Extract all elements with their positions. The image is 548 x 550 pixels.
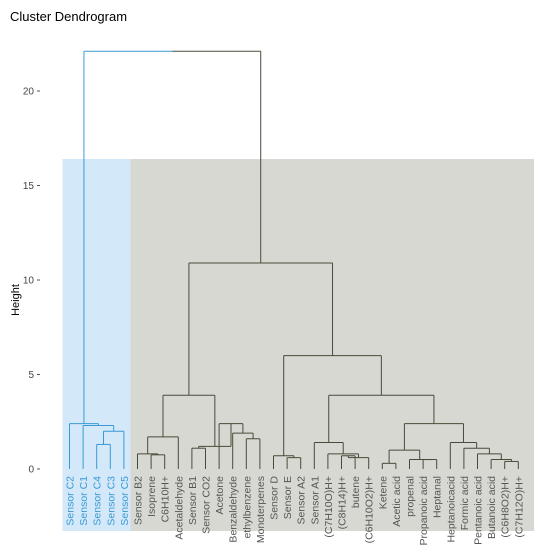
chart-title: Cluster Dendrogram [10, 9, 127, 24]
leaf-label: (C7H12O)H+ [513, 476, 525, 538]
y-tick-label: 15 [23, 181, 35, 192]
leaf-label: Heptanoicacid [445, 476, 457, 543]
leaf-label: (C7H10O)H+ [323, 476, 335, 538]
leaf-label: Sensor A2 [296, 476, 308, 525]
leaf-label: Sensor C5 [119, 476, 131, 526]
leaf-label: Sensor D [269, 476, 281, 520]
leaf-label: Pentanoic acid [473, 476, 485, 545]
leaf-label: Acetone [214, 476, 226, 515]
leaf-label: Sensor A1 [309, 476, 321, 525]
leaf-label: (C6H8O2)H+ [500, 476, 512, 538]
cluster-band-1 [62, 159, 131, 532]
y-tick-label: 0 [28, 465, 34, 476]
leaf-label: Monoterpenes [255, 476, 267, 543]
leaf-label: propenal [405, 476, 417, 517]
leaf-label: Benzaldehyde [228, 476, 240, 543]
leaf-label: Acetic acid [391, 476, 403, 527]
leaf-label: Heptanal [432, 476, 444, 518]
leaf-label: Sensor B1 [187, 476, 199, 525]
leaf-label: Propanoic acid [418, 476, 430, 546]
y-tick-label: 5 [28, 370, 34, 381]
leaf-label: (C8H14)H+ [337, 476, 349, 529]
leaf-label: Sensor C3 [105, 476, 117, 526]
leaf-label: Sensor C4 [92, 476, 104, 526]
y-tick-label: 10 [23, 276, 35, 287]
y-tick-label: 20 [23, 87, 35, 98]
leaf-label: Isoprene [146, 476, 158, 517]
leaf-label: Formic acid [459, 476, 471, 530]
leaf-label: butene [350, 476, 362, 508]
y-axis-label: Height [10, 284, 22, 316]
leaf-label: ethylbenzene [241, 476, 253, 539]
leaf-label: Acetaldehyde [173, 476, 185, 540]
leaf-label: (C6H10O2)H+ [364, 476, 376, 543]
leaf-label: Sensor C2 [65, 476, 77, 526]
leaf-label: Sensor B2 [133, 476, 145, 525]
leaf-label: Sensor C1 [78, 476, 90, 526]
leaf-label: Butanoic acid [486, 476, 498, 539]
leaf-label: C6H10H+ [160, 476, 172, 522]
leaf-label: Ketene [377, 476, 389, 509]
leaf-label: Sensor E [282, 476, 294, 519]
leaf-label: Sensor CO2 [201, 476, 213, 534]
